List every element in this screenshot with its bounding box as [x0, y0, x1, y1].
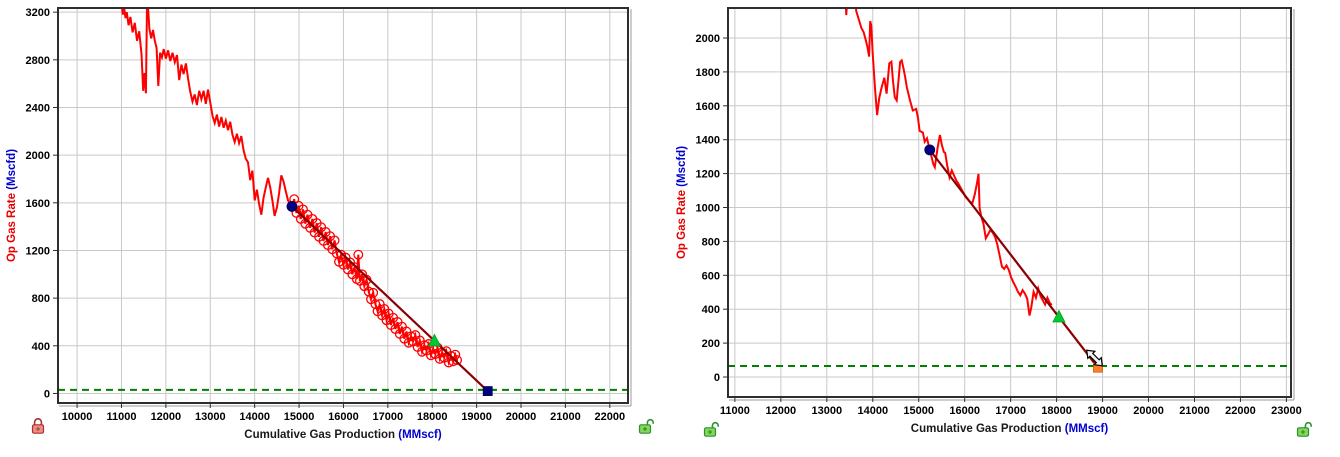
svg-text:13000: 13000	[195, 411, 226, 423]
svg-text:1600: 1600	[26, 198, 50, 210]
svg-text:18000: 18000	[1041, 405, 1072, 417]
left-decline-chart[interactable]: 10000 11000 12000 13000 14000 15000 16000 17000…	[0, 0, 670, 457]
svg-text:0: 0	[714, 372, 720, 384]
gridlines	[728, 8, 1291, 397]
svg-text:20000: 20000	[1133, 405, 1164, 417]
svg-text:600: 600	[702, 270, 720, 282]
svg-text:1200: 1200	[26, 245, 50, 257]
svg-text:18000: 18000	[417, 411, 448, 423]
svg-text:16000: 16000	[949, 405, 980, 417]
svg-text:14000: 14000	[857, 405, 888, 417]
svg-text:20000: 20000	[506, 411, 537, 423]
axis-lock-unlocked-icon[interactable]	[1296, 421, 1312, 437]
svg-text:400: 400	[702, 304, 720, 316]
forecast-start-marker[interactable]	[286, 200, 298, 212]
svg-text:23000: 23000	[1271, 405, 1302, 417]
svg-text:200: 200	[702, 338, 720, 350]
svg-text:14000: 14000	[239, 411, 270, 423]
resize-cursor-icon	[1086, 349, 1103, 367]
svg-text:400: 400	[32, 341, 50, 353]
forecast-current-marker[interactable]	[1052, 309, 1066, 323]
svg-text:2000: 2000	[696, 33, 720, 45]
decline-trend-line[interactable]	[928, 149, 1099, 369]
svg-text:16000: 16000	[328, 411, 359, 423]
x-axis-title: Cumulative Gas Production (MMscf)	[244, 429, 442, 441]
right-decline-chart[interactable]: 11000 12000 13000 14000 15000 16000 17000 18000…	[670, 0, 1340, 457]
svg-text:2800: 2800	[26, 55, 50, 67]
y-axis-title: Op Gas Rate (Mscfd)	[676, 146, 688, 259]
svg-text:1600: 1600	[696, 101, 720, 113]
svg-text:1200: 1200	[696, 169, 720, 181]
svg-text:19000: 19000	[1087, 405, 1118, 417]
svg-text:12000: 12000	[766, 405, 797, 417]
svg-text:1800: 1800	[696, 67, 720, 79]
forecast-start-marker[interactable]	[924, 144, 936, 156]
svg-text:1400: 1400	[696, 135, 720, 147]
y-axis-title: Op Gas Rate (Mscfd)	[6, 149, 18, 262]
left-chart-panel: 10000 11000 12000 13000 14000 15000 16000 17000…	[0, 0, 670, 457]
y-tick-labels: 0 200 400 600 800 1000 1200 1400 1600 1800 2000	[696, 33, 727, 384]
svg-text:21000: 21000	[1179, 405, 1210, 417]
x-tick-labels: 11000 12000 13000 14000 15000 16000 17000 18000…	[720, 398, 1302, 417]
svg-text:15000: 15000	[284, 411, 315, 423]
svg-text:22000: 22000	[1225, 405, 1256, 417]
right-chart-panel: 11000 12000 13000 14000 15000 16000 17000 18000…	[670, 0, 1340, 457]
svg-text:11000: 11000	[720, 405, 750, 417]
svg-text:15000: 15000	[903, 405, 934, 417]
plot-border	[57, 7, 629, 404]
svg-text:2400: 2400	[26, 102, 50, 114]
svg-text:21000: 21000	[550, 411, 581, 423]
plot-border	[727, 7, 1292, 398]
axis-lock-unlocked-icon[interactable]	[638, 418, 654, 434]
svg-text:3200: 3200	[26, 7, 50, 19]
forecast-end-marker[interactable]	[482, 386, 493, 396]
svg-text:19000: 19000	[461, 411, 492, 423]
production-history-line	[121, 8, 459, 367]
svg-text:800: 800	[32, 293, 50, 305]
x-tick-labels: 10000 11000 12000 13000 14000 15000 16000 17000…	[62, 404, 625, 423]
svg-text:10000: 10000	[62, 411, 93, 423]
axis-lock-locked-icon[interactable]	[31, 418, 45, 434]
decline-trend-line[interactable]	[291, 205, 489, 392]
svg-text:17000: 17000	[373, 411, 404, 423]
svg-text:22000: 22000	[595, 411, 626, 423]
forecast-current-marker[interactable]	[427, 333, 442, 347]
x-axis-title: Cumulative Gas Production (MMscf)	[911, 423, 1109, 435]
svg-text:12000: 12000	[151, 411, 182, 423]
svg-text:800: 800	[702, 236, 720, 248]
svg-text:11000: 11000	[106, 411, 136, 423]
svg-text:2000: 2000	[26, 150, 50, 162]
axis-lock-unlocked-icon[interactable]	[703, 421, 719, 437]
svg-text:17000: 17000	[995, 405, 1026, 417]
y-tick-labels: 0 400 800 1200 1600 2000 2400 2800 3200	[26, 7, 57, 400]
svg-text:13000: 13000	[812, 405, 843, 417]
gridlines	[58, 8, 628, 403]
svg-text:0: 0	[44, 388, 50, 400]
production-history-line	[844, 8, 1053, 316]
svg-text:1000: 1000	[696, 203, 720, 215]
